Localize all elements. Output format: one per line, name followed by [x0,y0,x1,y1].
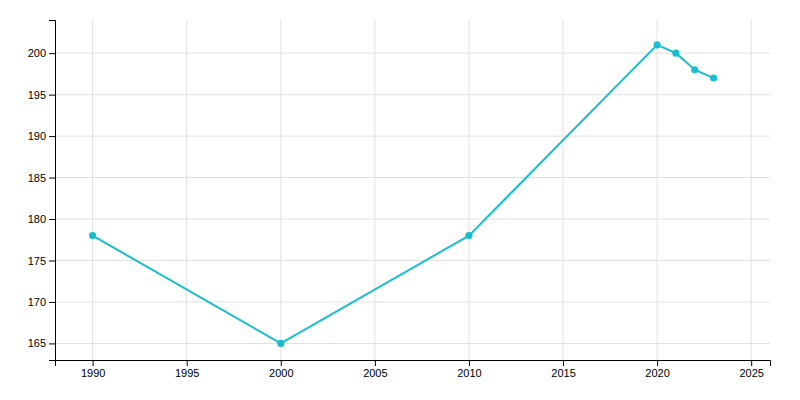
marker [710,74,717,81]
y-axis-tick-label: 185 [28,172,46,184]
x-axis-tick-mark [563,360,564,366]
plot-area: 1990 1995 2000 2005 2010 2015 2020 2025 165 170 17… [28,20,771,379]
grid-line-x [186,20,187,360]
marker [691,66,698,73]
x-axis-tick: 2010 [457,360,481,379]
x-axis-tick-label: 2020 [645,367,669,379]
y-axis-tick-label: 170 [28,296,46,308]
y-axis: 165 170 175 180 185 190 195 200 [28,21,56,361]
x-axis-tick-label: 2025 [739,367,763,379]
grid-line-y [55,53,770,54]
grid-line-x [468,20,469,360]
marker [89,232,96,239]
x-axis-tick-label: 2000 [269,367,293,379]
x-axis-tick-mark [375,360,376,366]
y-axis-tick: 185 [28,172,55,184]
marker [654,41,661,48]
x-axis-tick: 2020 [645,360,669,379]
x-axis-tick-label: 1995 [175,367,199,379]
y-axis-tick: 190 [28,130,55,142]
grid-line-y [55,136,770,137]
x-axis-tick-mark [281,360,282,366]
y-axis-tick-mark [49,302,55,303]
grid-line-y [55,177,770,178]
y-axis-tick-label: 190 [28,130,46,142]
y-axis-tick: 200 [28,47,55,59]
series [89,41,717,347]
x-axis-tick-label: 2015 [551,367,575,379]
x-axis-tick-mark [751,360,752,366]
x-axis-tick: 2005 [363,360,387,379]
y-axis-tick: 180 [28,213,55,225]
marker [465,232,472,239]
grid-line-x [374,20,375,360]
y-axis-tick: 195 [28,89,55,101]
y-axis-tick-mark [49,95,55,96]
x-axis-tick: 1995 [175,360,199,379]
y-axis-tick-label: 180 [28,213,46,225]
y-axis-tick-mark [49,53,55,54]
x-axis-line [56,361,771,367]
x-axis-tick: 2015 [551,360,575,379]
grid-line-x [563,20,564,360]
x-axis-tick: 2025 [739,360,763,379]
y-axis-tick-mark [49,178,55,179]
line [93,45,714,344]
grid [55,20,770,360]
x-axis-tick-label: 2005 [363,367,387,379]
x-axis-tick-mark [93,360,94,366]
y-axis-tick-mark [49,136,55,137]
y-axis-tick-mark [49,219,55,220]
x-axis: 1990 1995 2000 2005 2010 2015 2020 2025 [56,360,771,379]
grid-line-x [751,20,752,360]
x-axis-tick-mark [187,360,188,366]
y-axis-tick-label: 200 [28,47,46,59]
grid-line-y [55,301,770,302]
x-axis-tick-label: 1990 [81,367,105,379]
y-axis-tick-label: 175 [28,255,46,267]
y-axis-tick: 175 [28,255,55,267]
y-axis-tick: 165 [28,337,55,349]
chart: 1990 1995 2000 2005 2010 2015 2020 2025 165 170 17… [0,0,800,400]
marker [672,50,679,57]
x-axis-tick-mark [657,360,658,366]
grid-line-y [55,219,770,220]
x-axis-tick-label: 2010 [457,367,481,379]
y-axis-tick-label: 195 [28,89,46,101]
grid-line-y [55,94,770,95]
y-axis-tick: 170 [28,296,55,308]
marker [277,340,284,347]
x-axis-tick: 2000 [269,360,293,379]
y-axis-tick-mark [49,343,55,344]
grid-line-x [657,20,658,360]
y-axis-tick-mark [49,260,55,261]
y-axis-tick-label: 165 [28,337,46,349]
grid-line-y [55,260,770,261]
grid-line-x [92,20,93,360]
y-axis-line [49,21,56,361]
x-axis-tick: 1990 [81,360,105,379]
grid-line-x [280,20,281,360]
x-axis-tick-mark [469,360,470,366]
grid-line-y [55,343,770,344]
